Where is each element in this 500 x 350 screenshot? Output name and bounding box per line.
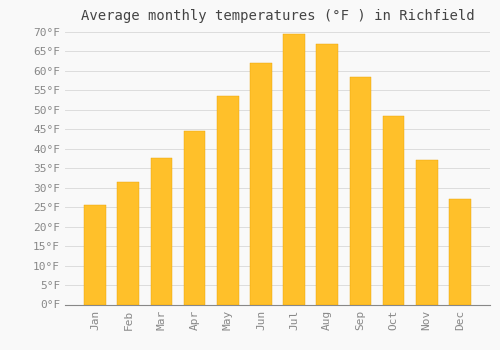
Bar bbox=[84, 205, 106, 304]
Bar bbox=[350, 77, 371, 304]
Bar bbox=[449, 199, 470, 304]
Bar bbox=[150, 159, 172, 304]
Bar bbox=[184, 131, 206, 304]
Bar bbox=[316, 44, 338, 304]
Bar bbox=[416, 160, 438, 304]
Bar bbox=[217, 96, 238, 304]
Bar bbox=[284, 34, 305, 304]
Bar bbox=[118, 182, 139, 304]
Bar bbox=[383, 116, 404, 304]
Bar bbox=[250, 63, 272, 304]
Title: Average monthly temperatures (°F ) in Richfield: Average monthly temperatures (°F ) in Ri… bbox=[80, 9, 474, 23]
